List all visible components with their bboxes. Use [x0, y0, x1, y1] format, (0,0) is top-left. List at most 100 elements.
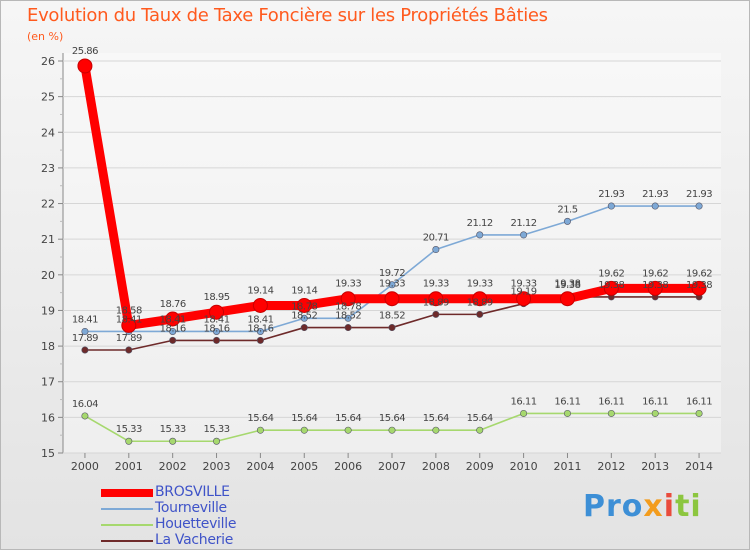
- data-label: 19.33: [335, 279, 361, 290]
- data-label: 19.14: [291, 285, 317, 296]
- data-point: [520, 409, 528, 417]
- data-label: 18.58: [116, 305, 142, 316]
- data-label: 18.89: [467, 297, 493, 308]
- data-point: [213, 437, 221, 445]
- x-tick-label: 2004: [246, 460, 274, 473]
- x-tick-label: 2011: [553, 460, 581, 473]
- data-label: 15.33: [116, 424, 142, 435]
- logo-part-i: i: [663, 489, 676, 524]
- data-point: [81, 327, 89, 335]
- data-point: [300, 324, 308, 332]
- x-tick-label: 2006: [334, 460, 362, 473]
- y-tick-label: 19: [41, 304, 55, 317]
- data-label: 18.95: [203, 292, 229, 303]
- data-label: 20.71: [423, 233, 449, 244]
- legend-swatch-brosville: [101, 489, 153, 497]
- data-label: 25.86: [72, 46, 98, 57]
- data-point: [428, 291, 444, 307]
- data-point: [388, 324, 396, 332]
- legend-swatch-tourneville: [101, 508, 153, 510]
- data-point: [256, 336, 264, 344]
- x-tick-label: 2014: [685, 460, 713, 473]
- data-label: 19.38: [554, 280, 580, 291]
- data-point: [563, 409, 571, 417]
- data-label: 19.38: [554, 279, 580, 290]
- data-label: 21.12: [467, 218, 493, 229]
- data-point: [81, 346, 89, 354]
- data-label: 18.52: [291, 311, 317, 322]
- x-tick-label: 2002: [159, 460, 187, 473]
- data-label: 19.19: [511, 287, 537, 298]
- data-label: 19.33: [379, 279, 405, 290]
- chart-title: Evolution du Taux de Taxe Foncière sur l…: [27, 5, 548, 26]
- x-tick-label: 2008: [422, 460, 450, 473]
- x-tick-label: 2005: [290, 460, 318, 473]
- legend-label-brosville: BROSVILLE: [155, 484, 230, 500]
- x-tick-label: 2012: [597, 460, 625, 473]
- y-tick-label: 21: [41, 233, 55, 246]
- data-point: [213, 327, 221, 335]
- data-point: [169, 336, 177, 344]
- data-label: 18.41: [116, 314, 142, 325]
- y-tick-label: 22: [41, 198, 55, 211]
- data-point: [344, 426, 352, 434]
- y-tick-label: 17: [41, 376, 55, 389]
- data-point: [344, 314, 352, 322]
- data-point: [603, 280, 619, 296]
- data-label: 19.62: [598, 268, 624, 279]
- x-tick-label: 2001: [115, 460, 143, 473]
- x-tick-label: 2010: [510, 460, 538, 473]
- y-tick-label: 16: [41, 411, 55, 424]
- data-label: 19.38: [598, 280, 624, 291]
- data-point: [432, 426, 440, 434]
- logo-part-x: x: [643, 489, 664, 524]
- data-point: [81, 412, 89, 420]
- x-tick-label: 2007: [378, 460, 406, 473]
- data-point: [695, 202, 703, 210]
- data-point: [165, 311, 181, 327]
- data-label: 19.14: [247, 285, 273, 296]
- data-label: 18.78: [335, 301, 361, 312]
- y-tick-label: 25: [41, 91, 55, 104]
- data-label: 18.41: [247, 314, 273, 325]
- data-label: 19.62: [686, 268, 712, 279]
- data-label: 19.72: [379, 268, 405, 279]
- data-point: [388, 426, 396, 434]
- data-label: 15.64: [291, 413, 317, 424]
- x-tick-label: 2003: [203, 460, 231, 473]
- data-label: 15.64: [247, 413, 273, 424]
- data-point: [256, 327, 264, 335]
- y-tick-label: 20: [41, 269, 55, 282]
- data-point: [691, 280, 707, 296]
- data-point: [695, 409, 703, 417]
- data-point: [607, 202, 615, 210]
- data-point: [300, 314, 308, 322]
- data-label: 16.11: [686, 396, 712, 407]
- data-label: 16.11: [598, 396, 624, 407]
- plot-area: [63, 53, 721, 453]
- data-label: 16.11: [642, 396, 668, 407]
- data-label: 19.33: [467, 279, 493, 290]
- data-point: [476, 231, 484, 239]
- data-label: 19.62: [642, 268, 668, 279]
- data-label: 19.33: [511, 279, 537, 290]
- data-label: 19.33: [423, 279, 449, 290]
- data-point: [432, 246, 440, 254]
- data-label: 15.64: [379, 413, 405, 424]
- data-point: [563, 217, 571, 225]
- x-tick-label: 2009: [466, 460, 494, 473]
- data-label: 18.76: [160, 299, 186, 310]
- data-label: 18.52: [379, 311, 405, 322]
- data-label: 17.89: [72, 333, 98, 344]
- data-label: 21.12: [511, 218, 537, 229]
- legend-label-la-vacherie: La Vacherie: [155, 532, 234, 548]
- data-label: 18.89: [423, 297, 449, 308]
- data-point: [607, 409, 615, 417]
- data-label: 21.93: [642, 189, 668, 200]
- legend-label-houetteville: Houetteville: [155, 516, 237, 532]
- data-label: 18.78: [291, 301, 317, 312]
- data-label: 21.5: [557, 204, 577, 215]
- data-label: 16.11: [554, 396, 580, 407]
